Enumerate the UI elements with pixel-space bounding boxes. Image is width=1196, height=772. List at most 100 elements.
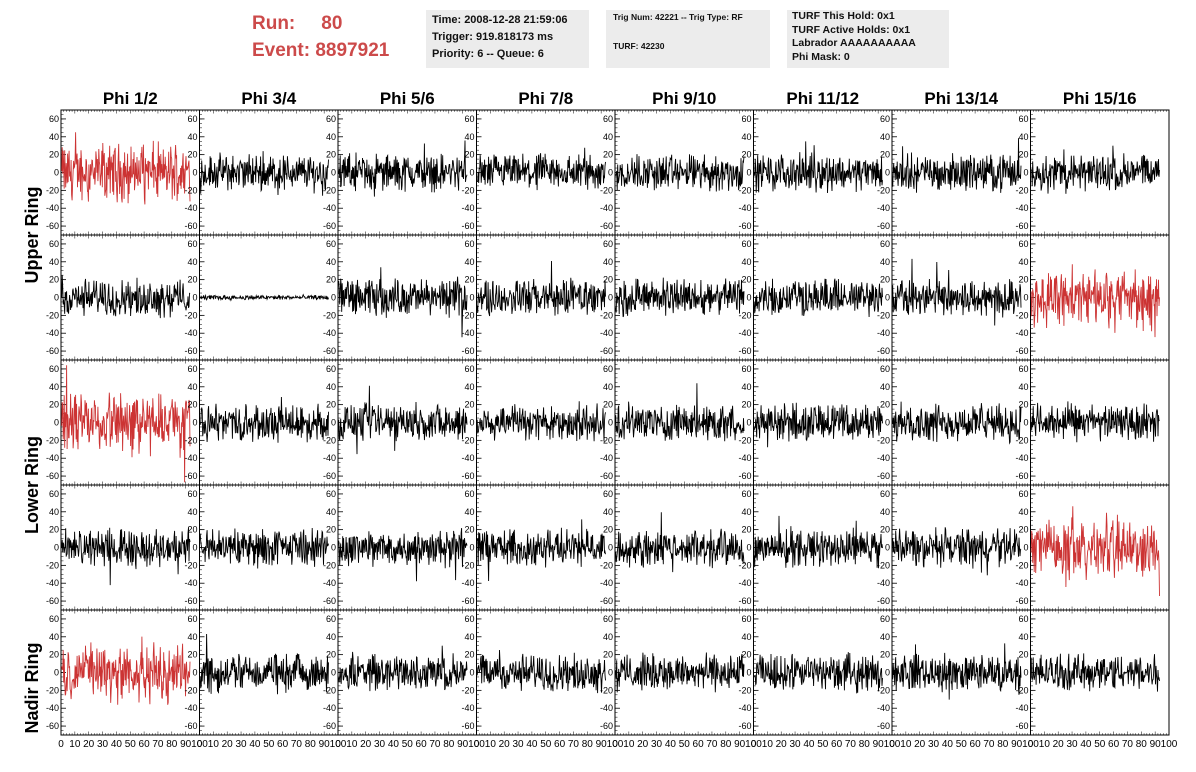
column-header: Phi 3/4	[241, 89, 296, 108]
waveform-trace	[892, 138, 1022, 193]
waveform-trace	[753, 402, 883, 448]
y-tick-label: 40	[49, 257, 59, 267]
y-tick-label: -40	[46, 703, 59, 713]
y-tick-label: -60	[1015, 596, 1028, 606]
y-tick-label: 60	[49, 364, 59, 374]
waveform-trace	[1030, 264, 1160, 338]
y-tick-label: -40	[184, 203, 197, 213]
y-tick-label: -20	[46, 685, 59, 695]
y-tick-label: 20	[49, 150, 59, 160]
y-tick-label: 0	[1023, 293, 1028, 303]
y-tick-label: -60	[184, 221, 197, 231]
y-tick-label: -60	[323, 471, 336, 481]
y-tick-label: -20	[184, 435, 197, 445]
y-tick-label: 20	[326, 400, 336, 410]
column-header: Phi 15/16	[1063, 89, 1137, 108]
y-tick-label: -60	[877, 471, 890, 481]
y-tick-label: -40	[738, 328, 751, 338]
y-tick-label: 0	[54, 668, 59, 678]
y-tick-label: 60	[603, 364, 613, 374]
y-tick-label: -60	[323, 596, 336, 606]
y-tick-label: -60	[461, 471, 474, 481]
y-tick-label: -20	[461, 435, 474, 445]
y-tick-label: 40	[880, 382, 890, 392]
y-tick-label: -60	[184, 471, 197, 481]
y-tick-label: 60	[880, 239, 890, 249]
y-tick-label: -60	[323, 346, 336, 356]
y-tick-label: 0	[331, 543, 336, 553]
y-tick-label: -60	[46, 471, 59, 481]
y-tick-label: -20	[877, 310, 890, 320]
y-tick-label: -20	[46, 435, 59, 445]
y-tick-label: -20	[738, 185, 751, 195]
y-tick-label: 40	[187, 132, 197, 142]
y-tick-label: -20	[600, 435, 613, 445]
waveform-panel[interactable]	[891, 359, 1031, 486]
y-tick-label: 40	[49, 132, 59, 142]
y-tick-label: -40	[46, 453, 59, 463]
y-tick-label: -40	[600, 453, 613, 463]
y-tick-label: 40	[1018, 382, 1028, 392]
y-tick-label: -60	[46, 596, 59, 606]
y-tick-label: 60	[49, 239, 59, 249]
y-tick-label: -60	[600, 471, 613, 481]
waveform-trace	[476, 147, 606, 191]
y-tick-label: 60	[464, 364, 474, 374]
y-tick-label: -40	[877, 203, 890, 213]
y-tick-label: 0	[885, 168, 890, 178]
y-tick-label: 0	[885, 418, 890, 428]
y-tick-label: 60	[741, 239, 751, 249]
waveform-trace	[199, 527, 329, 569]
y-tick-label: 0	[885, 293, 890, 303]
y-tick-label: -40	[877, 453, 890, 463]
y-tick-label: 20	[49, 650, 59, 660]
column-header: Phi 5/6	[380, 89, 435, 108]
y-tick-label: 60	[880, 489, 890, 499]
column-header: Phi 7/8	[518, 89, 573, 108]
y-tick-label: 0	[608, 543, 613, 553]
y-tick-label: 40	[603, 507, 613, 517]
y-tick-label: 20	[880, 150, 890, 160]
y-tick-label: -40	[600, 203, 613, 213]
y-tick-label: 0	[746, 418, 751, 428]
y-tick-label: 20	[326, 150, 336, 160]
y-tick-label: 60	[326, 489, 336, 499]
y-tick-label: 20	[1018, 150, 1028, 160]
y-tick-label: -40	[1015, 453, 1028, 463]
y-tick-label: -20	[323, 310, 336, 320]
y-tick-label: -40	[323, 203, 336, 213]
waveform-trace	[338, 267, 468, 338]
y-tick-label: 60	[603, 489, 613, 499]
y-tick-label: 0	[608, 418, 613, 428]
y-tick-label: 0	[331, 168, 336, 178]
y-tick-label: -60	[184, 596, 197, 606]
y-tick-label: 20	[464, 400, 474, 410]
y-tick-label: 20	[880, 400, 890, 410]
waveform-trace	[199, 151, 329, 196]
y-tick-label: 20	[49, 275, 59, 285]
row-label: Upper Ring	[22, 187, 42, 284]
y-tick-label: 40	[880, 507, 890, 517]
y-tick-label: 0	[1023, 418, 1028, 428]
trig-num-text: Trig Num: 42221 -- Trig Type: RF	[613, 12, 743, 22]
y-tick-label: -20	[738, 435, 751, 445]
y-tick-label: 20	[187, 400, 197, 410]
y-tick-label: 40	[326, 507, 336, 517]
y-tick-label: 40	[603, 132, 613, 142]
waveform-trace	[1030, 506, 1160, 597]
y-tick-label: 60	[49, 614, 59, 624]
run-number: 80	[321, 13, 343, 34]
phi-mask-text: Phi Mask: 0	[792, 50, 850, 63]
y-tick-label: 0	[192, 418, 197, 428]
y-tick-label: 40	[741, 257, 751, 267]
trigger-info-panel: Trig Num: 42221 -- Trig Type: RF TURF: 4…	[606, 10, 770, 68]
y-tick-label: 20	[464, 525, 474, 535]
y-tick-label: -60	[184, 346, 197, 356]
y-tick-label: 40	[187, 632, 197, 642]
y-tick-label: -20	[46, 560, 59, 570]
y-tick-label: 60	[187, 114, 197, 124]
y-tick-label: -60	[738, 346, 751, 356]
y-tick-label: -40	[600, 578, 613, 588]
column-header: Phi 9/10	[652, 89, 716, 108]
trigger-text: Trigger: 919.818173 ms	[432, 31, 554, 43]
